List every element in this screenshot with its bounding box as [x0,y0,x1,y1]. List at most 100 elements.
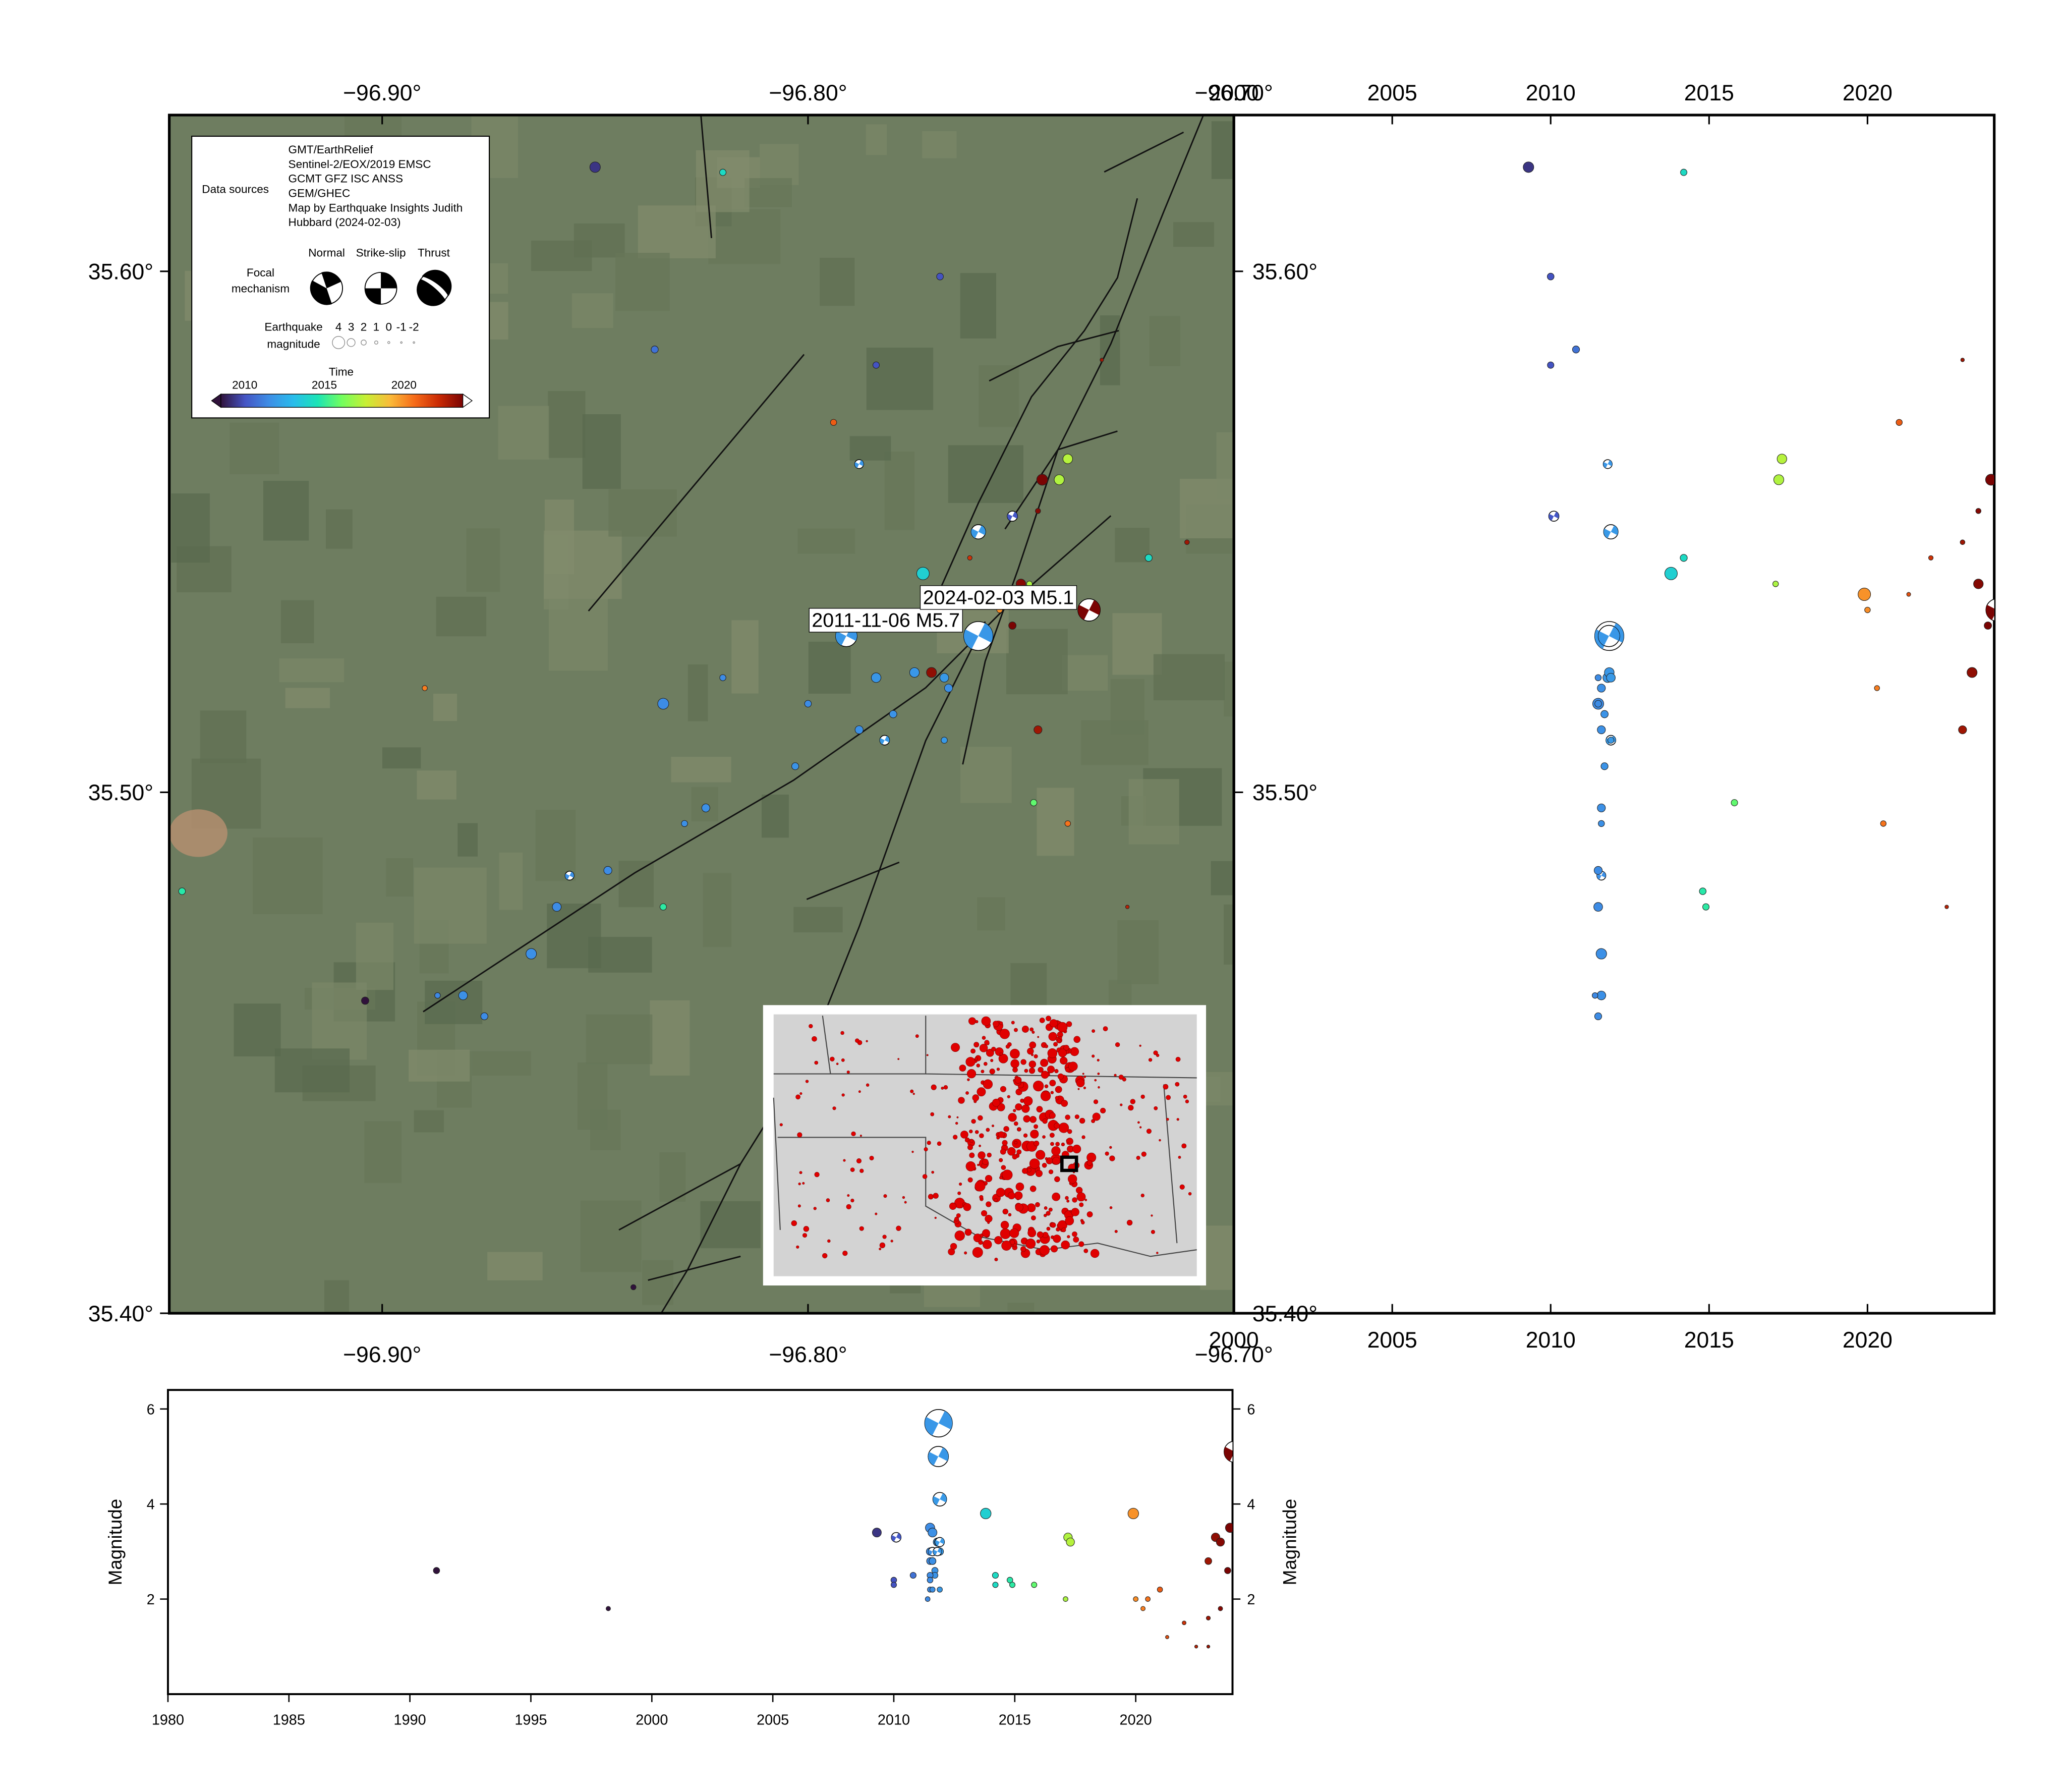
inset-quake [1055,1096,1059,1100]
earthquake [719,169,727,176]
inset-quake [1025,1239,1036,1249]
earthquake [1184,539,1190,545]
beachball-fill [565,871,574,880]
inset-quake [963,1203,971,1211]
y-tick-label: 6 [1247,1402,1255,1418]
inset-quake [1074,1114,1079,1119]
inset-quake [1136,1156,1140,1160]
earthquake [1985,474,1994,486]
field [487,1252,543,1280]
earthquake [603,866,612,875]
colorbar [220,394,464,408]
focal-mechanism [879,735,890,746]
field [977,897,1005,931]
inset-quake [1007,1147,1016,1156]
focal-mechanism [1007,511,1018,522]
inset-quake [1128,1105,1134,1111]
inset-quake [850,1167,855,1172]
earthquake [1777,454,1787,464]
inset-quake [1013,1109,1016,1112]
inset-quake [904,1201,907,1204]
inset-quake [1027,1228,1037,1238]
legend-text: GCMT GFZ ISC ANSS [289,173,403,185]
inset-quake [978,1151,986,1159]
inset-quake [999,1052,1003,1056]
earthquake [909,667,920,678]
inset-quake [1058,1048,1067,1057]
earthquake [1593,902,1603,912]
inset-quake [1034,1141,1040,1147]
earthquake [1597,684,1606,693]
inset-quake [1057,1022,1068,1033]
y-tick-label: 2 [1247,1592,1255,1608]
inset-quake [1083,1076,1086,1078]
inset-quake [934,1216,937,1219]
inset-quake [805,1080,809,1083]
inset-quake [956,1213,961,1218]
earthquake [791,762,799,770]
inset-quake [1054,1069,1059,1074]
inset-quake [999,1021,1003,1025]
inset-quake [1039,1018,1045,1023]
inset-quake [1036,1106,1043,1112]
beachball-fill [880,736,890,745]
inset-quake [796,1245,799,1249]
inset-quake [1059,1036,1062,1040]
earthquake [480,1012,488,1021]
field [1180,479,1234,538]
earthquake [589,161,601,173]
inset-quake [949,1202,957,1210]
field [285,688,330,708]
time-frame [1232,114,1996,1315]
inset-quake [1028,1068,1036,1074]
inset-quake [924,1147,928,1152]
legend-magnitude-circle [400,341,403,344]
inset-quake [989,1069,995,1075]
field [382,747,421,769]
earthquake [1958,725,1967,735]
field [884,452,915,530]
earthquake [1206,1615,1211,1620]
x-tick-label: 2015 [999,1712,1031,1728]
mechanism-icon [364,272,397,305]
inset-quake [869,1155,874,1160]
inset-quake [969,1130,973,1134]
inset-quake [1014,1141,1017,1145]
inset-quake [1013,1243,1017,1248]
inset-quake [1008,1113,1017,1122]
legend-magnitude-circle [387,341,390,344]
field [1197,1072,1234,1106]
earthquake [1125,905,1130,909]
earthquake [967,555,972,561]
magnitude-events [433,1409,1233,1649]
earthquake [1194,1645,1198,1649]
earthquake [1598,820,1605,827]
earthquake [1664,567,1678,580]
earthquake [1572,346,1580,354]
beachball-fill [417,269,452,306]
earthquake [1973,579,1984,589]
inset-quake [979,1133,984,1138]
inset-quake [803,1226,810,1232]
inset-quake [996,1188,1005,1197]
inset-quake [994,1257,998,1261]
inset-quake [1126,1219,1133,1226]
earthquake [1984,622,1992,630]
inset-quake [842,1250,848,1256]
earthquake [927,1577,934,1584]
inset-quake [1053,1042,1058,1047]
earthquake [1880,820,1887,827]
inset-quake [1082,1073,1084,1075]
field [571,293,613,328]
inset-quake [1010,1048,1020,1059]
inset-quake [1122,1077,1126,1082]
inset-quake [1029,1027,1034,1032]
x-tick-label: −96.90° [343,1342,421,1367]
inset-quake [1029,1185,1037,1192]
inset-quake [953,1135,958,1140]
earthquake [889,710,897,718]
inset-quake [1023,1096,1033,1106]
inset-quake [926,1054,929,1056]
inset-quake [1030,1130,1039,1139]
